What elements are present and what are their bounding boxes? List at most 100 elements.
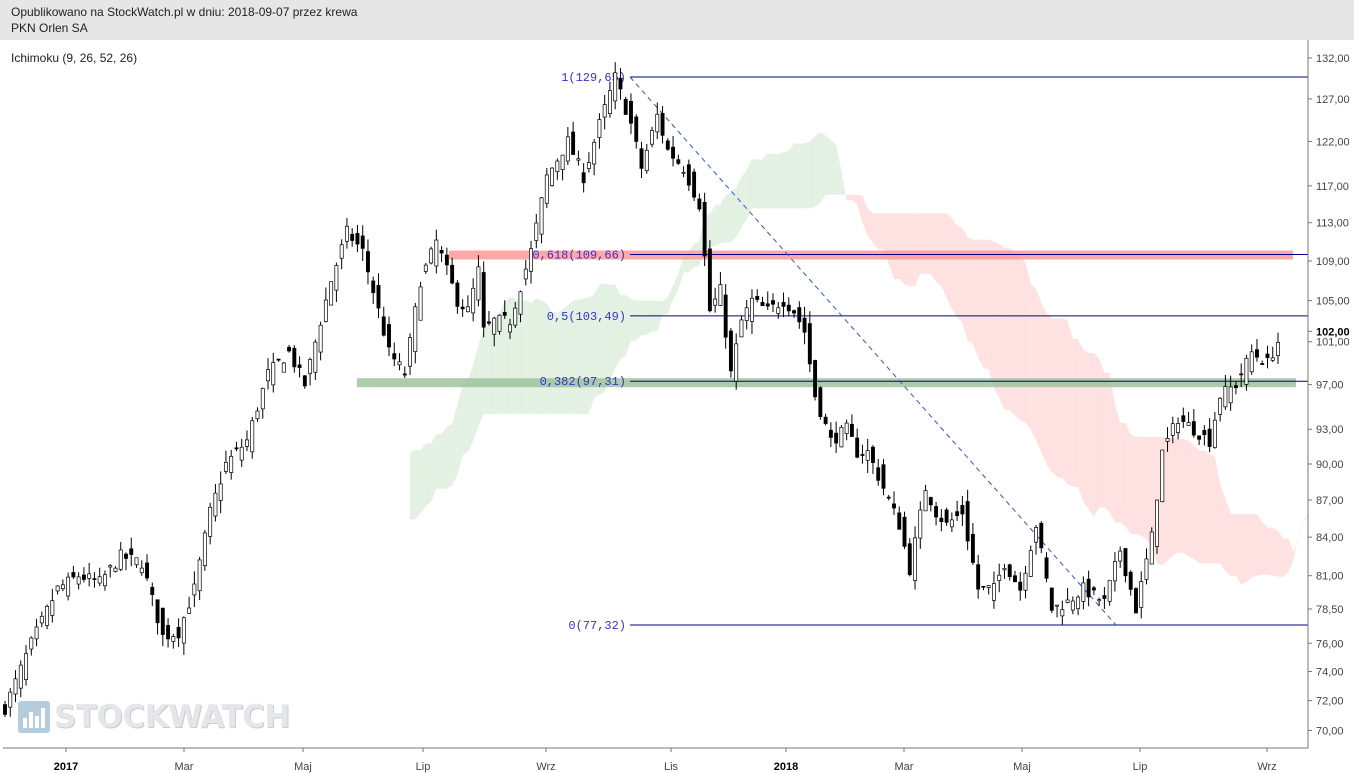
cloud-segment xyxy=(1099,358,1105,508)
candle-body xyxy=(1039,522,1044,549)
cloud-segment xyxy=(1293,532,1300,559)
candle-body xyxy=(360,235,365,249)
candle-body xyxy=(1186,422,1191,426)
candle-body xyxy=(508,324,512,333)
cloud-segment xyxy=(1104,372,1110,513)
candle-body xyxy=(497,314,502,332)
candle-body xyxy=(660,113,665,136)
candle-body xyxy=(134,557,139,566)
candle-body xyxy=(849,424,854,437)
candle-body xyxy=(197,559,202,592)
candle-body xyxy=(255,410,260,420)
cloud-segment xyxy=(709,205,716,247)
candle-body xyxy=(539,197,544,235)
cloud-segment xyxy=(851,194,858,206)
candle-body xyxy=(139,567,144,574)
candle-body xyxy=(76,576,81,585)
candle-body xyxy=(776,307,781,314)
candle-body xyxy=(1097,599,1102,602)
candle-body xyxy=(1276,342,1280,356)
candle-body xyxy=(1134,588,1138,614)
candle-body xyxy=(692,171,697,198)
candle-body xyxy=(529,248,533,272)
candle-body xyxy=(24,653,28,680)
candle-body xyxy=(834,432,839,444)
candle-body xyxy=(66,576,71,597)
cloud-segment xyxy=(725,191,731,243)
candle-body xyxy=(218,483,223,501)
candle-body xyxy=(1181,415,1186,422)
candle-body xyxy=(292,347,297,368)
candle-body xyxy=(487,321,491,324)
y-tick-label: 93,00 xyxy=(1316,424,1344,436)
candle-body xyxy=(376,285,381,309)
candle-body xyxy=(697,198,702,210)
candle-body xyxy=(434,239,439,267)
candle-body xyxy=(1223,386,1228,408)
candle-body xyxy=(1260,363,1265,365)
candle-body xyxy=(1118,550,1123,562)
cloud-segment xyxy=(452,404,458,486)
cloud-segment xyxy=(1299,519,1305,534)
candle-body xyxy=(571,131,576,155)
axes: 132,00 127,00 122,00 117,00 113,00 109,00 105,… xyxy=(3,40,1350,773)
cloud-segment xyxy=(767,153,774,209)
candle-body xyxy=(481,272,486,328)
candle-body xyxy=(1212,419,1217,448)
cloud-segment xyxy=(857,194,863,223)
candle-body xyxy=(1018,581,1023,591)
candle-body xyxy=(902,516,907,547)
candle-body xyxy=(1191,421,1196,436)
instrument-name: PKN Orlen SA xyxy=(11,21,88,35)
cloud-segment xyxy=(925,213,931,275)
candle-body xyxy=(124,553,128,559)
candle-body xyxy=(949,519,954,528)
cloud-segment xyxy=(978,239,984,368)
candle-body xyxy=(876,467,881,481)
cloud-segment xyxy=(815,132,821,208)
cloud-segment xyxy=(794,142,800,209)
cloud-segment xyxy=(1051,318,1058,477)
candle-body xyxy=(765,303,770,307)
candle-body xyxy=(734,343,739,382)
candle-body xyxy=(1149,531,1154,565)
cloud-segment xyxy=(893,213,900,280)
cloud-segment xyxy=(862,195,868,236)
candle-body xyxy=(739,319,744,338)
candle-body xyxy=(923,490,928,512)
cloud-segment xyxy=(1188,440,1194,559)
candle-body xyxy=(229,455,234,473)
candle-body xyxy=(728,330,733,372)
candle-body xyxy=(1023,572,1028,591)
candle-body xyxy=(45,605,50,626)
candle-body xyxy=(502,312,507,316)
cloud-segment xyxy=(762,153,768,209)
candle-body xyxy=(781,302,786,307)
candle-body xyxy=(965,501,970,542)
candle-body xyxy=(55,585,60,592)
cloud-segment xyxy=(757,159,763,209)
cloud-segment xyxy=(1088,352,1094,517)
cloud-segment xyxy=(1209,453,1215,564)
cloud-segment xyxy=(909,213,916,287)
fib-zone-green xyxy=(357,378,1296,388)
price-chart: 1(129,65) 0,618(109,66) 0,5(103,49) 0,382(9… xyxy=(3,40,1350,773)
cloud-segment xyxy=(1172,438,1179,556)
candle-body xyxy=(1081,582,1086,602)
candle-body xyxy=(723,294,728,338)
candle-body xyxy=(1028,550,1033,577)
cloud-segment xyxy=(673,273,679,300)
cloud-segment xyxy=(820,132,826,203)
candle-body xyxy=(639,148,644,169)
cloud-segment xyxy=(1046,313,1052,472)
candle-body xyxy=(634,116,639,142)
y-tick-label: 132,00 xyxy=(1316,53,1350,65)
candle-body xyxy=(576,158,581,161)
candle-body xyxy=(97,576,102,584)
cloud-segment xyxy=(646,300,653,336)
candle-body xyxy=(1065,599,1070,603)
candle-body xyxy=(208,506,213,537)
cloud-segment xyxy=(1009,248,1015,416)
candle-body xyxy=(1034,527,1038,543)
candle-body xyxy=(1202,430,1207,436)
